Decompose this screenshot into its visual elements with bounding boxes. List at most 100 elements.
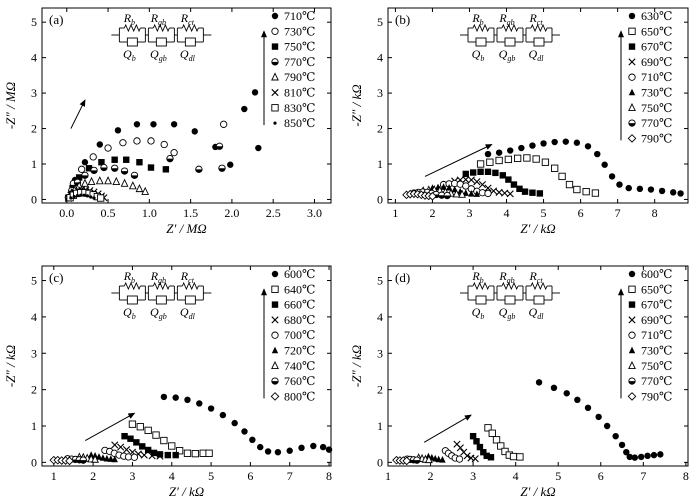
equivalent-circuit: Rb Qb Rgb Qgb Rct Qdl — [111, 269, 212, 321]
legend-marker — [271, 331, 279, 339]
circuit-cpe-label: Qdl — [529, 47, 545, 63]
series-7 — [69, 193, 96, 200]
data-point — [274, 448, 282, 456]
data-point — [492, 436, 501, 444]
data-point — [413, 456, 421, 464]
data-point — [231, 419, 238, 427]
legend-marker — [628, 43, 636, 50]
data-point — [319, 443, 327, 451]
data-point — [626, 453, 633, 461]
data-point — [469, 169, 477, 176]
data-point — [133, 439, 140, 446]
data-point — [484, 168, 492, 175]
trend-arrow — [424, 144, 493, 177]
x-tick-label: 1 — [392, 206, 398, 220]
x-tick-label: 3.0 — [307, 206, 322, 220]
data-point — [172, 451, 179, 459]
data-point — [636, 185, 644, 193]
legend-entry-label: 770℃ — [641, 116, 672, 130]
series-8 — [49, 455, 74, 466]
panel-label: (a) — [49, 12, 63, 27]
y-tick-label: 0 — [377, 192, 383, 206]
data-point — [127, 435, 134, 442]
data-point — [471, 455, 479, 463]
legend-marker — [271, 346, 279, 354]
data-point — [170, 121, 178, 128]
data-point — [255, 144, 262, 152]
data-point — [251, 89, 259, 96]
data-point — [487, 454, 495, 461]
data-point — [191, 128, 198, 135]
data-point — [89, 153, 97, 161]
x-axis-label: Z′ / MΩ — [166, 221, 206, 236]
legend-entry-label: 630℃ — [641, 9, 672, 23]
legend-entry-label: 670℃ — [641, 298, 672, 312]
data-point — [452, 189, 461, 198]
legend-entry-label: 790℃ — [641, 389, 672, 403]
data-point — [573, 185, 581, 194]
data-point — [249, 436, 256, 444]
legend-marker — [628, 119, 636, 127]
x-tick-label: 0.5 — [101, 206, 116, 220]
data-point — [107, 455, 115, 462]
data-point — [456, 444, 464, 452]
data-point — [136, 423, 144, 431]
x-tick-label: 3 — [129, 469, 135, 483]
legend-marker — [628, 12, 636, 20]
legend-entry-label: 700℃ — [284, 328, 315, 342]
data-point — [147, 137, 155, 145]
data-point — [428, 191, 437, 201]
x-tick-label: 5 — [541, 206, 547, 220]
plot-frame — [41, 265, 332, 467]
data-point — [476, 160, 485, 168]
data-point — [191, 449, 199, 458]
legend-entry-label: 790℃ — [641, 131, 672, 145]
series-8 — [402, 189, 437, 201]
data-point — [114, 127, 122, 134]
legend-entry-label: 690℃ — [641, 55, 672, 69]
data-point — [111, 156, 118, 163]
data-point — [650, 451, 658, 459]
data-point — [540, 140, 547, 147]
circuit-resistor-label: Rgb — [150, 11, 166, 27]
trend-arrow — [70, 99, 86, 129]
legend-marker — [628, 360, 636, 370]
x-tick-label: 1.5 — [183, 206, 198, 220]
legend-marker — [271, 104, 279, 112]
legend-entry-label: 720℃ — [284, 344, 315, 358]
data-point — [473, 178, 481, 186]
circuit-resistor-label: Rb — [123, 11, 135, 27]
plot-frame — [387, 7, 689, 204]
legend-marker — [271, 270, 279, 278]
data-point — [215, 142, 224, 150]
data-point — [637, 453, 645, 461]
data-point — [98, 159, 105, 166]
data-point — [574, 396, 581, 404]
series-0 — [160, 393, 333, 456]
y-tick-label: 1 — [31, 157, 37, 171]
legend-entry-label: 750℃ — [641, 101, 672, 115]
y-tick-label: 2 — [377, 383, 383, 397]
legend-entry-label: 710℃ — [641, 328, 672, 342]
x-tick-label: 5 — [208, 469, 214, 483]
data-point — [183, 449, 192, 457]
data-point — [486, 158, 494, 166]
data-point — [89, 195, 93, 199]
y-tick-label: 3 — [377, 346, 383, 360]
data-point — [150, 449, 158, 457]
circuit-cpe-label: Qb — [123, 47, 136, 63]
legend-marker — [628, 73, 636, 81]
legend-marker — [628, 331, 636, 339]
data-point — [95, 453, 103, 460]
data-point — [541, 158, 550, 166]
x-tick-label: 2 — [429, 206, 435, 220]
data-point — [484, 424, 492, 432]
legend-marker — [627, 134, 637, 143]
y-axis-label: -Z″ / kΩ — [3, 345, 18, 387]
data-point — [495, 156, 503, 165]
series-2 — [121, 432, 179, 459]
series-3 — [64, 142, 226, 202]
data-point — [435, 455, 442, 463]
